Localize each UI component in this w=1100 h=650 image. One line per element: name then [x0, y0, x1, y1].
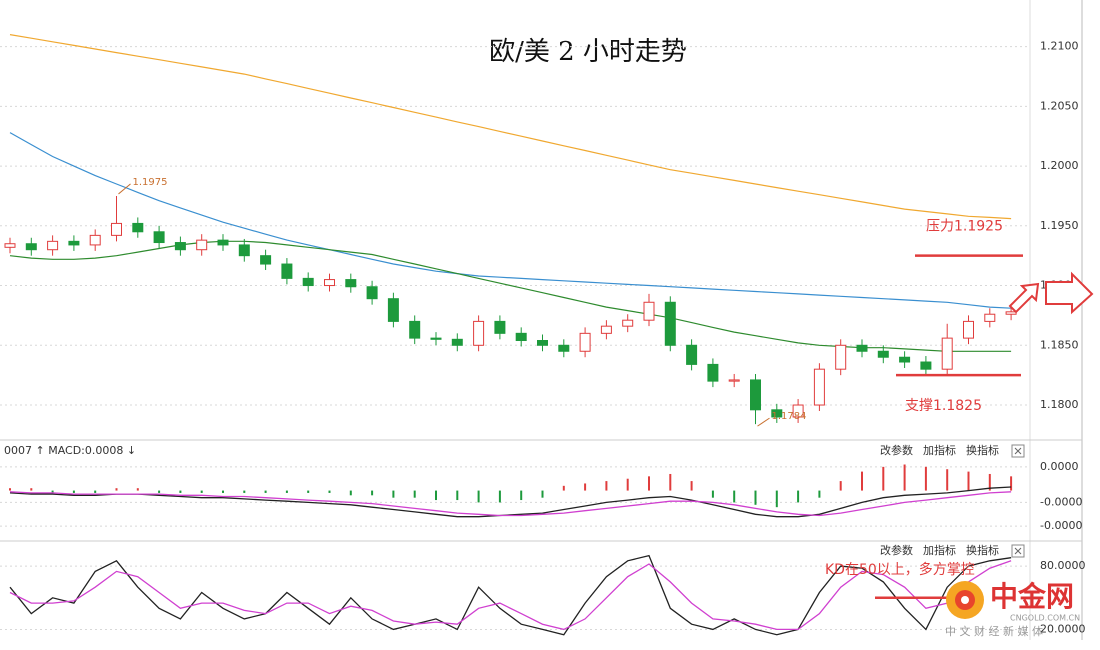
- candle-body: [387, 298, 399, 322]
- y-tick-label: -0.0000: [1040, 495, 1082, 508]
- candle-body: [260, 255, 272, 265]
- candle-body: [451, 338, 463, 346]
- candle-body: [68, 240, 80, 246]
- candle-body: [132, 222, 144, 233]
- candle-body: [217, 239, 229, 246]
- candle-body: [25, 243, 37, 251]
- annotation: 支撑1.1825: [905, 398, 982, 414]
- candle-body: [153, 231, 165, 244]
- candle-body: [856, 344, 868, 352]
- line: [9, 34, 1012, 220]
- toolbar-button[interactable]: 换指标: [966, 543, 999, 557]
- arrow-icon: [1008, 282, 1040, 314]
- candle-body: [963, 320, 974, 339]
- candle-body: [750, 379, 761, 411]
- candle-body: [494, 320, 506, 334]
- watermark: 中金网 CNGOLD.COM.CN 中 文 财 经 新 媒 体: [945, 580, 1080, 638]
- toolbar-button[interactable]: 加指标: [923, 443, 956, 457]
- candle-body: [813, 368, 825, 406]
- y-tick-label: 1.1800: [1040, 398, 1079, 411]
- candle-body: [707, 363, 719, 382]
- candle-body: [537, 340, 548, 346]
- line: [9, 491, 1012, 517]
- high-label: 1.1975: [133, 177, 168, 188]
- candle-body: [409, 320, 421, 339]
- close-icon: [1014, 447, 1022, 455]
- pointer: [757, 417, 770, 427]
- y-tick-label: 1.1850: [1040, 338, 1079, 351]
- candle-body: [515, 332, 527, 342]
- candle-body: [345, 279, 357, 288]
- toolbar-button[interactable]: 改参数: [880, 443, 913, 457]
- line: [9, 560, 1012, 631]
- candle-body: [4, 243, 16, 248]
- candle-body: [984, 313, 996, 322]
- toolbar-button[interactable]: 加指标: [923, 543, 956, 557]
- candle-body: [366, 286, 378, 300]
- candle-body: [430, 337, 442, 340]
- annotation: 压力1.1925: [926, 219, 1003, 235]
- line: [9, 132, 1012, 309]
- candle-body: [643, 301, 655, 321]
- candle-body: [792, 404, 804, 418]
- watermark-name: 中金网: [990, 580, 1074, 613]
- candle-body: [877, 350, 889, 358]
- y-tick-label: 1.2050: [1040, 99, 1079, 112]
- y-tick-label: 20.0000: [1040, 622, 1086, 635]
- candle-body: [686, 344, 698, 365]
- candle-body: [1005, 311, 1017, 315]
- y-tick-label: 80.0000: [1040, 559, 1086, 572]
- y-tick-label: 1.2000: [1040, 159, 1079, 172]
- toolbar-button[interactable]: 改参数: [880, 543, 913, 557]
- pointer: [118, 183, 131, 195]
- candle-body: [281, 263, 293, 279]
- candle-body: [174, 242, 186, 251]
- candle-body: [622, 319, 634, 327]
- arrow-icon: [1045, 271, 1094, 315]
- candle-body: [579, 332, 591, 352]
- low-label: 1.1784: [772, 411, 807, 422]
- candle-body: [473, 320, 485, 346]
- macd-header: 0007 ↑ MACD:0.0008 ↓: [4, 444, 136, 457]
- candle-body: [664, 301, 676, 346]
- y-tick-label: 1.1950: [1040, 219, 1079, 232]
- line: [9, 554, 1012, 636]
- candle-body: [771, 409, 783, 418]
- candle-body: [600, 325, 612, 334]
- close-button[interactable]: [1011, 544, 1025, 558]
- candle-body: [941, 337, 953, 370]
- watermark-tagline: 中 文 财 经 新 媒 体: [945, 624, 1043, 638]
- candle-body: [47, 240, 59, 251]
- annotation: KD在50以上，多方掌控: [825, 561, 975, 578]
- candle-body: [899, 356, 911, 363]
- candle-body: [324, 279, 335, 287]
- chart-title: 欧/美 2 小时走势: [489, 37, 687, 67]
- candle-body: [728, 379, 740, 382]
- watermark-domain: CNGOLD.COM.CN: [1010, 614, 1080, 623]
- close-icon: [1014, 547, 1022, 555]
- y-tick-label: 0.0000: [1040, 460, 1079, 473]
- candle-body: [835, 344, 847, 370]
- logo: [961, 596, 969, 604]
- candle-body: [89, 234, 101, 246]
- toolbar-button[interactable]: 换指标: [966, 443, 999, 457]
- candle-body: [558, 344, 570, 352]
- candle-body: [302, 277, 314, 287]
- y-tick-label: 1.2100: [1040, 40, 1079, 53]
- candle-body: [111, 222, 122, 236]
- y-tick-label: -0.0000: [1040, 519, 1082, 532]
- candle-body: [920, 361, 932, 370]
- candle-body: [238, 244, 250, 257]
- close-button[interactable]: [1011, 444, 1025, 458]
- candle-body: [196, 239, 208, 251]
